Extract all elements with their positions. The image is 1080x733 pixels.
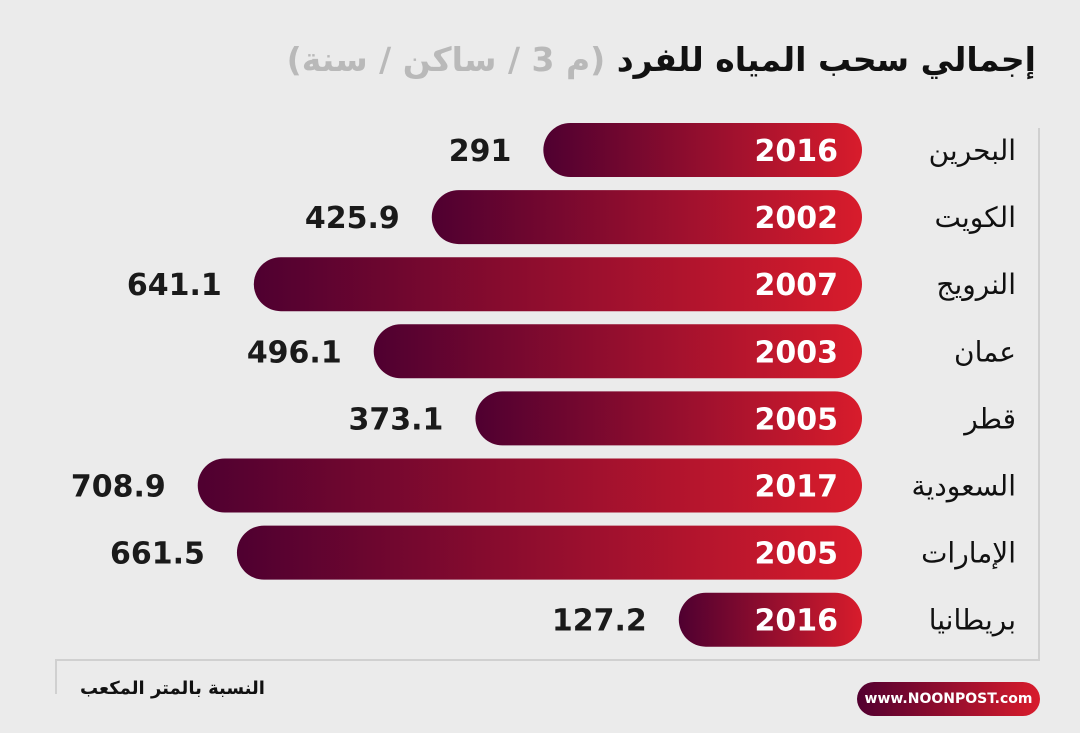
category-label: الإمارات bbox=[921, 537, 1016, 570]
frame-line-bottom bbox=[55, 659, 1040, 661]
category-label: السعودية bbox=[911, 470, 1016, 503]
category-label: قطر bbox=[962, 402, 1016, 435]
year-label: 2003 bbox=[755, 335, 839, 370]
frame-line-right bbox=[1038, 128, 1040, 661]
year-label: 2005 bbox=[755, 537, 839, 572]
value-label: 291 bbox=[449, 134, 512, 169]
bar bbox=[475, 391, 862, 446]
value-label: 708.9 bbox=[71, 470, 166, 505]
year-label: 2005 bbox=[755, 402, 839, 437]
bar bbox=[543, 123, 862, 177]
title-main: إجمالي سحب المياه للفرد bbox=[616, 40, 1036, 79]
value-label: 425.9 bbox=[305, 201, 400, 236]
year-label: 2016 bbox=[755, 604, 839, 639]
category-label: البحرين bbox=[929, 134, 1016, 167]
bar bbox=[431, 190, 862, 245]
category-label: الكويت bbox=[934, 201, 1016, 234]
category-label: عمان bbox=[954, 335, 1016, 368]
bar bbox=[197, 458, 863, 513]
value-label: 373.1 bbox=[349, 402, 444, 437]
category-label: بريطانيا bbox=[929, 604, 1016, 637]
year-label: 2007 bbox=[755, 268, 839, 303]
value-label: 641.1 bbox=[127, 268, 222, 303]
title-unit: (م 3 / ساكن / سنة) bbox=[286, 40, 606, 79]
category-label: النرويج bbox=[936, 268, 1016, 301]
bar bbox=[678, 592, 862, 647]
year-label: 2017 bbox=[755, 470, 839, 505]
year-label: 2002 bbox=[755, 201, 839, 236]
value-label: 661.5 bbox=[110, 537, 205, 572]
brand-badge[interactable]: www.NOONPOST.com bbox=[857, 682, 1040, 716]
bar bbox=[373, 324, 862, 379]
bar bbox=[236, 525, 862, 580]
value-label: 496.1 bbox=[247, 335, 342, 370]
frame-line-left bbox=[55, 659, 57, 694]
year-label: 2016 bbox=[755, 134, 839, 169]
unit-note: النسبة بالمتر المكعب bbox=[80, 678, 265, 699]
bar bbox=[253, 257, 862, 312]
chart-title: إجمالي سحب المياه للفرد (م 3 / ساكن / سن… bbox=[287, 40, 1036, 79]
value-label: 127.2 bbox=[552, 604, 647, 639]
